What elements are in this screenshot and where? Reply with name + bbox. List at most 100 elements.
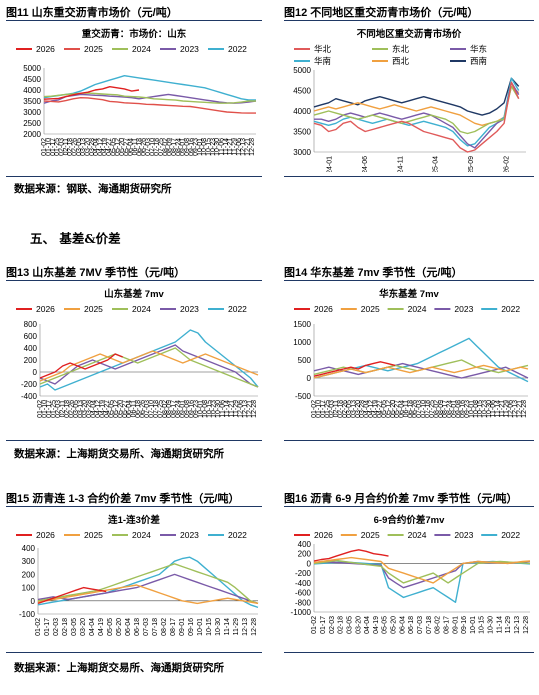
y-tick-label: 800 <box>24 320 38 329</box>
legend-label: 2025 <box>84 44 103 54</box>
x-tick-label: 06-11 <box>132 138 139 155</box>
x-tick-label: 02-18 <box>67 138 74 156</box>
series-line-2025 <box>313 556 531 584</box>
x-tick-label: 10-30 <box>488 616 495 634</box>
legend-label: 2023 <box>180 530 199 540</box>
x-tick-label: 08-02 <box>162 138 169 156</box>
x-tick-label: 06-04 <box>126 400 133 418</box>
x-tick-label: 01-10 <box>42 400 49 418</box>
x-tick-label: 10-01 <box>470 616 477 634</box>
x-tick-label: 02-26 <box>342 400 349 418</box>
x-tick-label: 10-08 <box>473 400 480 418</box>
legend-label: 华北 <box>314 44 332 54</box>
x-tick-label: 07-18 <box>425 400 432 418</box>
chart-fig13: 山东基差 7mv 2026 2025 2024 2023 2022 -400 -200 0 200… <box>16 288 259 418</box>
x-tick-label: 05-12 <box>115 138 122 156</box>
series-line-2026 <box>37 586 107 605</box>
x-tick-label: 10-01 <box>197 618 204 636</box>
y-tick-label: 2000 <box>23 130 41 139</box>
fig12-bottom-rule <box>284 176 534 177</box>
x-tick-label: 04-04 <box>91 400 98 418</box>
y-tick-label: -400 <box>21 392 38 401</box>
x-tick-label: 09-16 <box>188 618 195 636</box>
x-tick-label: 01-17 <box>320 400 327 418</box>
series-line-西南 <box>313 77 520 116</box>
x-tick-label: 01-02 <box>37 400 44 418</box>
x-tick-label: 10-01 <box>197 400 204 418</box>
x-tick-label: 12-21 <box>246 400 253 418</box>
x-tick-label: 04-12 <box>95 400 102 418</box>
series-line-2026 <box>313 549 389 562</box>
x-tick-label: 10-23 <box>211 400 218 418</box>
y-tick-label: -500 <box>295 392 312 401</box>
y-tick-label: 2500 <box>23 119 41 128</box>
y-tick-label: 0 <box>33 368 38 377</box>
x-tick-label: 05-05 <box>108 400 115 418</box>
fig13-rule <box>6 280 262 281</box>
x-tick-label: 09-01 <box>452 616 459 634</box>
source-note-2: 数据来源：上海期货交易所、海通期货研究所 <box>14 448 224 460</box>
series-line-2025 <box>313 364 529 379</box>
y-tick-label: 4000 <box>293 107 311 116</box>
x-tick-label: 04-12 <box>368 400 375 418</box>
x-tick-label: 04-19 <box>372 400 379 418</box>
x-tick-label: 02-26 <box>71 138 78 156</box>
legend-label: 华南 <box>314 56 331 66</box>
x-tick-label: 04-12 <box>97 138 104 156</box>
x-tick-label: 02-03 <box>329 616 336 634</box>
x-tick-label: 03-20 <box>355 400 362 418</box>
x-tick-label: 09-16 <box>188 138 195 156</box>
y-tick-label: 200 <box>24 356 38 365</box>
x-tick-label: 11-29 <box>233 400 240 417</box>
x-tick-label: 12-28 <box>249 138 256 156</box>
x-tick-label: 10-30 <box>486 400 493 418</box>
y-tick-label: -400 <box>295 579 312 588</box>
legend-label: 2024 <box>408 530 427 540</box>
x-tick-label: 11-14 <box>495 400 502 417</box>
legend-label: 2026 <box>314 304 333 314</box>
fig15-rule <box>6 506 262 507</box>
legend-label: 2024 <box>132 530 151 540</box>
fig15-bottom-rule <box>6 652 262 653</box>
x-tick-label: 02-18 <box>64 400 71 418</box>
x-tick-label: 02-11 <box>59 400 66 417</box>
chart-fig15: 连1-连3价差 2026 2025 2024 2023 2022 -100 0 100 200 30… <box>16 514 259 636</box>
x-tick-label: 09-01 <box>451 400 458 418</box>
y-tick-label: 4500 <box>23 75 41 84</box>
series-line-2025 <box>39 350 259 382</box>
series-line-2023 <box>313 560 531 589</box>
x-tick-label: 03-13 <box>350 400 357 418</box>
x-tick-label: 01-02 <box>41 138 48 156</box>
y-tick-label: 400 <box>22 544 36 553</box>
x-tick-label: 01-25 <box>54 138 61 156</box>
x-tick-label: 07-18 <box>154 138 161 156</box>
fig12-rule <box>284 20 534 21</box>
x-tick-label: 12-28 <box>521 400 528 418</box>
series-line-2023 <box>37 573 259 605</box>
y-tick-label: 200 <box>298 550 312 559</box>
x-tick-label: 02-03 <box>329 400 336 418</box>
y-tick-label: -200 <box>21 380 38 389</box>
x-tick-label: 03-05 <box>76 138 83 156</box>
chart-title: 连1-连3价差 <box>108 514 160 526</box>
x-tick-label: 24-06 <box>362 156 369 172</box>
y-tick-label: 200 <box>22 570 36 579</box>
x-tick-label: 04-27 <box>106 138 113 156</box>
x-tick-label: 11-29 <box>232 138 239 155</box>
x-tick-label: 12-06 <box>508 400 515 418</box>
x-tick-label: 11-06 <box>220 400 227 417</box>
x-tick-label: 09-08 <box>455 400 462 418</box>
fig15-title: 图15 沥青连 1-3 合约价差 7mv 季节性（元/吨） <box>6 493 240 505</box>
x-tick-label: 06-18 <box>408 616 415 634</box>
x-tick-label: 12-28 <box>251 618 258 636</box>
x-tick-label: 04-04 <box>364 616 371 634</box>
x-tick-label: 09-01 <box>180 400 187 418</box>
y-tick-label: -800 <box>295 598 312 607</box>
x-tick-label: 08-17 <box>443 616 450 634</box>
fig16-bottom-rule <box>284 652 534 653</box>
y-tick-label: -1000 <box>291 608 312 617</box>
y-tick-label: -600 <box>295 589 312 598</box>
x-tick-label: 12-13 <box>512 400 519 418</box>
x-tick-label: 05-12 <box>113 400 120 418</box>
x-tick-label: 05-05 <box>107 618 114 636</box>
